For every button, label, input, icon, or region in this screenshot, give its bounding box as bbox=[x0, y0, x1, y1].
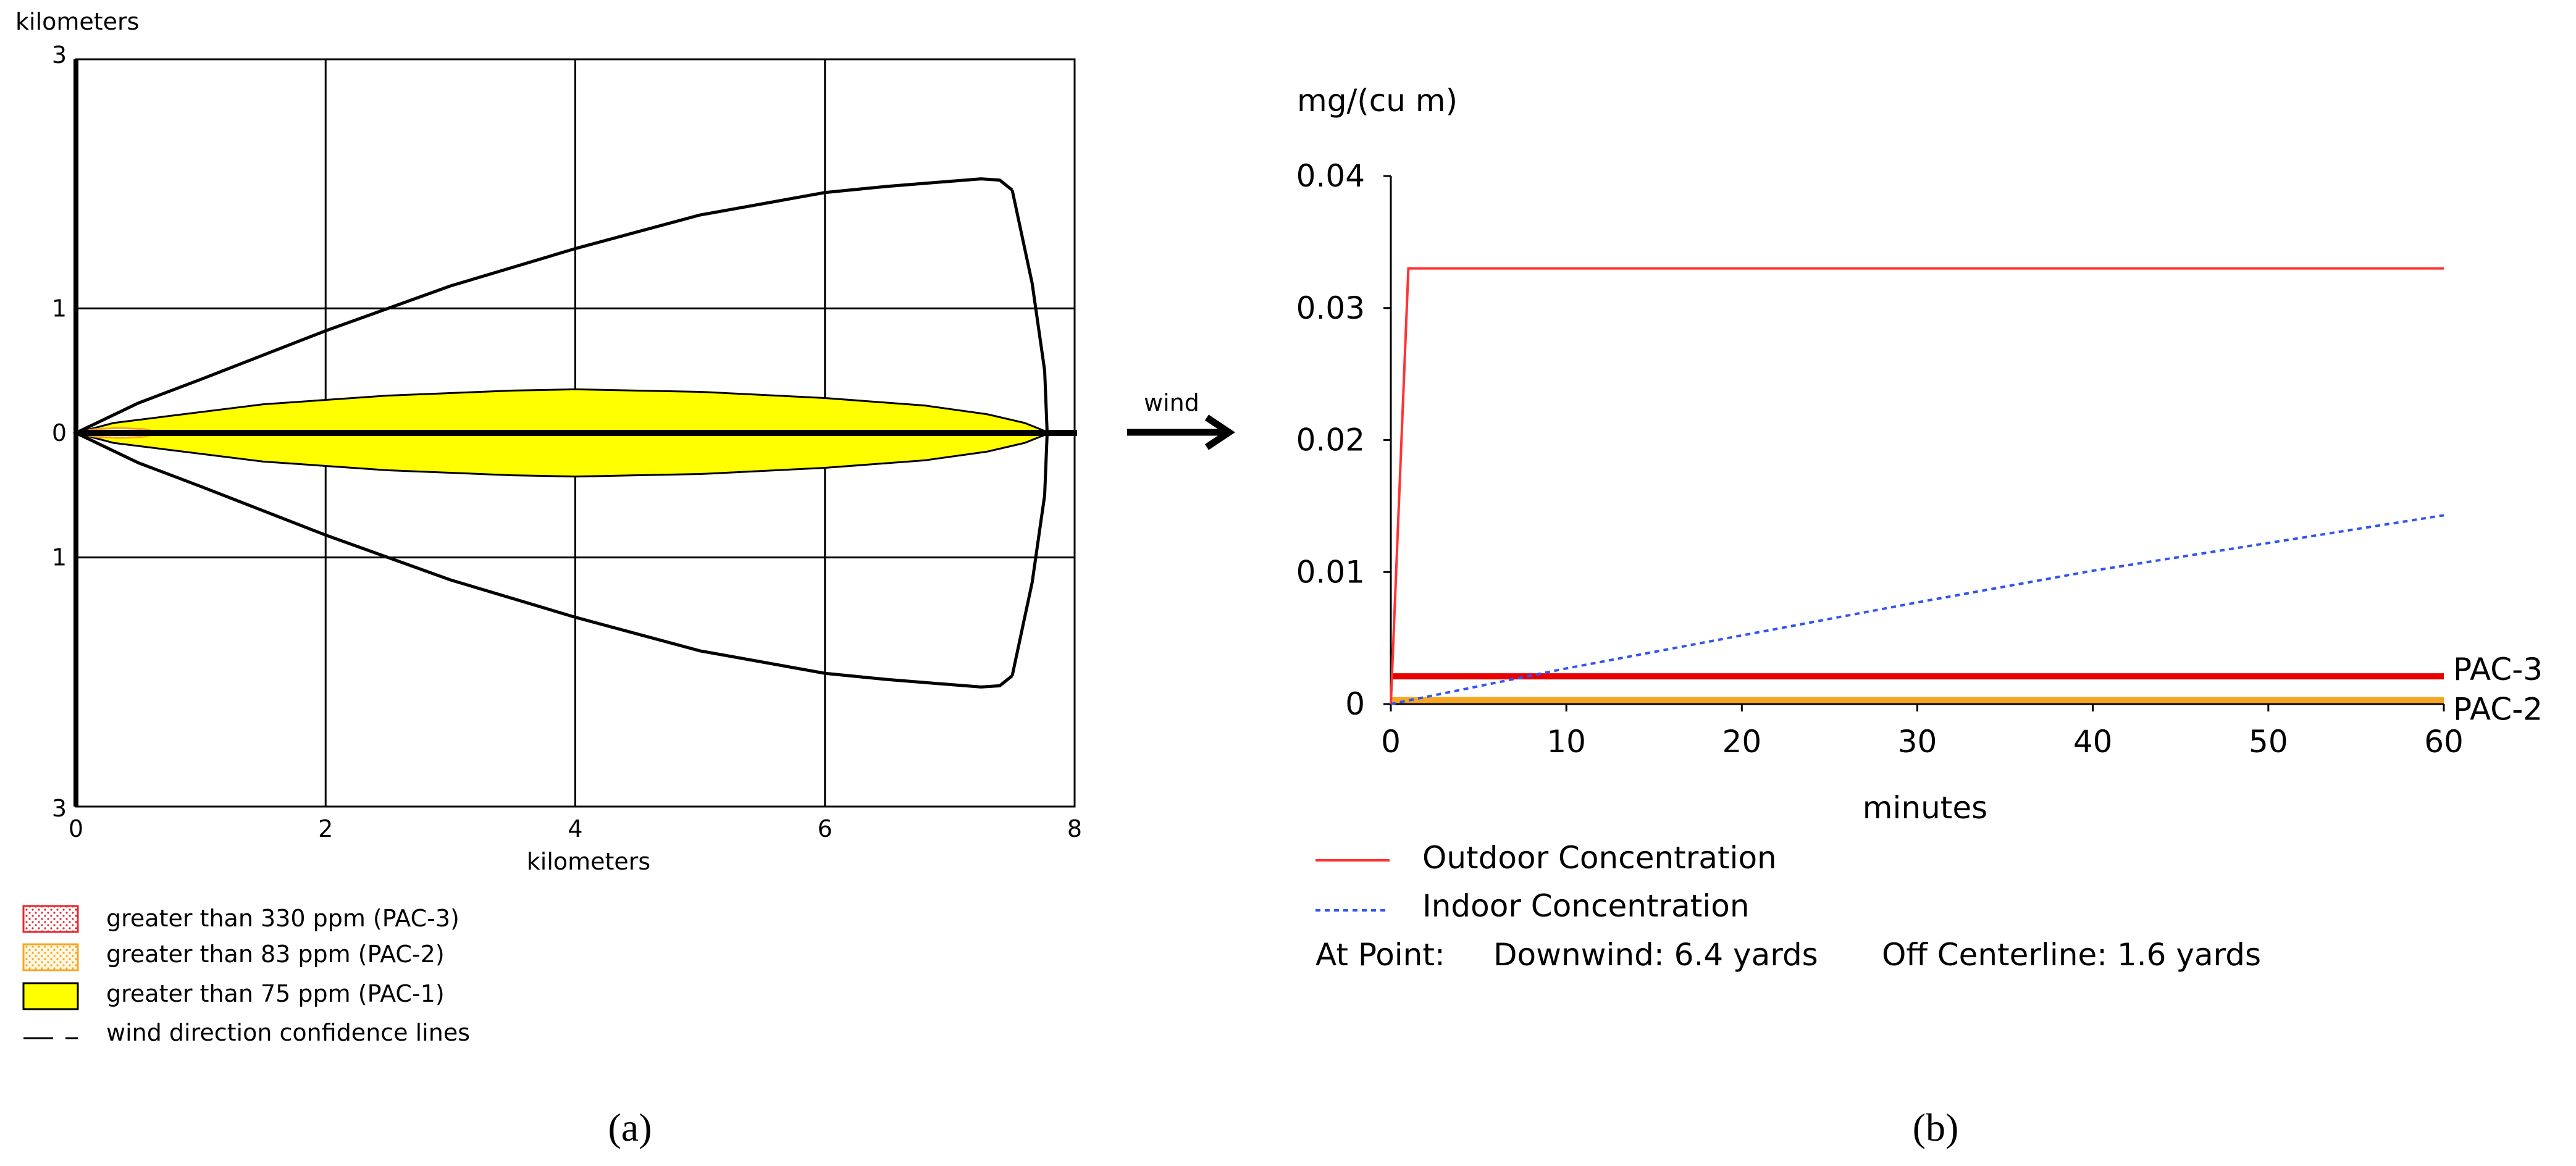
legend-label-pac1: greater than 75 ppm (PAC-1) bbox=[106, 980, 445, 1007]
series-lines bbox=[1390, 267, 2444, 705]
y-axis-label-b: mg/(cu m) bbox=[1297, 83, 1458, 119]
wind-arrow-head-icon bbox=[1204, 414, 1235, 450]
y-tick-label-a: 0 bbox=[52, 419, 67, 447]
series-line-outdoor bbox=[1390, 267, 2444, 705]
x-tick-label-a: 8 bbox=[1067, 815, 1082, 842]
x-tick-label-a: 4 bbox=[568, 815, 582, 842]
x-ticks-b: 0 10 20 30 40 50 60 bbox=[1381, 704, 2464, 760]
panel-label-b: (b) bbox=[1913, 1105, 1959, 1149]
y-ticks-a: 3 1 0 1 3 bbox=[52, 41, 67, 822]
legend-label-outdoor: Outdoor Concentration bbox=[1422, 840, 1777, 876]
axes-a bbox=[73, 59, 1077, 807]
legend-label-confidence: wind direction confidence lines bbox=[106, 1019, 470, 1046]
grid-a bbox=[76, 59, 1075, 807]
panel-label-a: (a) bbox=[608, 1105, 652, 1149]
at-point-downwind: Downwind: 6.4 yards bbox=[1493, 937, 1818, 973]
x-tick-label-b: 30 bbox=[1898, 724, 1937, 760]
confidence-line-lower bbox=[75, 431, 1013, 689]
legend-a: greater than 330 ppm (PAC-3) greater tha… bbox=[22, 905, 470, 1046]
x-axis-label-a: kilometers bbox=[527, 848, 650, 875]
x-tick-label-a: 2 bbox=[318, 815, 333, 842]
y-tick-label-b: 0.01 bbox=[1296, 554, 1365, 590]
x-axis-label-b: minutes bbox=[1863, 790, 1987, 826]
x-tick-label-b: 40 bbox=[2073, 724, 2113, 760]
legend-swatch-pac1 bbox=[22, 982, 79, 1010]
y-axis-label-a: kilometers bbox=[15, 8, 139, 35]
legend-label-pac2: greater than 83 ppm (PAC-2) bbox=[106, 941, 445, 968]
at-point-label: At Point: bbox=[1315, 937, 1445, 973]
y-tick-label-a: 1 bbox=[52, 544, 67, 571]
threshold-label-pac-3: PAC-3 bbox=[2453, 652, 2543, 687]
x-tick-label-b: 0 bbox=[1381, 724, 1401, 760]
x-tick-label-b: 10 bbox=[1546, 724, 1586, 760]
y-tick-label-b: 0 bbox=[1345, 686, 1365, 722]
x-ticks-a: 0 2 4 6 8 bbox=[69, 815, 1082, 842]
legend-label-pac3: greater than 330 ppm (PAC-3) bbox=[106, 905, 459, 932]
y-ticks-b: 0 0.01 0.02 0.03 0.04 bbox=[1296, 158, 1391, 722]
threshold-lines: PAC-3 PAC-2 bbox=[1391, 652, 2543, 728]
legend-swatch-pac3 bbox=[22, 905, 79, 933]
x-tick-label-a: 6 bbox=[818, 815, 833, 842]
x-tick-label-a: 0 bbox=[69, 815, 83, 842]
threshold-label-pac-2: PAC-2 bbox=[2453, 692, 2543, 728]
series-line-indoor bbox=[1390, 514, 2444, 705]
y-tick-label-b: 0.02 bbox=[1296, 422, 1365, 458]
y-tick-label-a: 3 bbox=[52, 795, 67, 822]
y-tick-label-a: 3 bbox=[52, 41, 67, 69]
confidence-line-upper bbox=[75, 177, 1013, 435]
x-tick-label-b: 60 bbox=[2424, 724, 2464, 760]
y-tick-label-b: 0.04 bbox=[1296, 158, 1365, 194]
x-tick-label-b: 50 bbox=[2249, 724, 2288, 760]
wind-indicator: wind bbox=[1127, 389, 1235, 450]
x-tick-label-b: 20 bbox=[1722, 724, 1762, 760]
panel-b-chart: mg/(cu m) 0 0.01 0.02 0.03 0.04 0 10 20 30 40 50 6… bbox=[1296, 83, 2543, 973]
y-tick-label-b: 0.03 bbox=[1296, 290, 1365, 326]
legend-b: Outdoor Concentration Indoor Concentrati… bbox=[1315, 840, 2261, 973]
at-point-off-centerline: Off Centerline: 1.6 yards bbox=[1882, 937, 2261, 973]
legend-swatch-pac2 bbox=[22, 943, 79, 971]
panel-a-chart: kilometers kilometers 0 2 4 6 8 3 1 0 1 3 greate… bbox=[15, 8, 1082, 1046]
axes-b bbox=[1390, 176, 2444, 708]
y-tick-label-a: 1 bbox=[52, 295, 67, 322]
wind-label: wind bbox=[1144, 389, 1199, 416]
legend-label-indoor: Indoor Concentration bbox=[1422, 888, 1750, 924]
